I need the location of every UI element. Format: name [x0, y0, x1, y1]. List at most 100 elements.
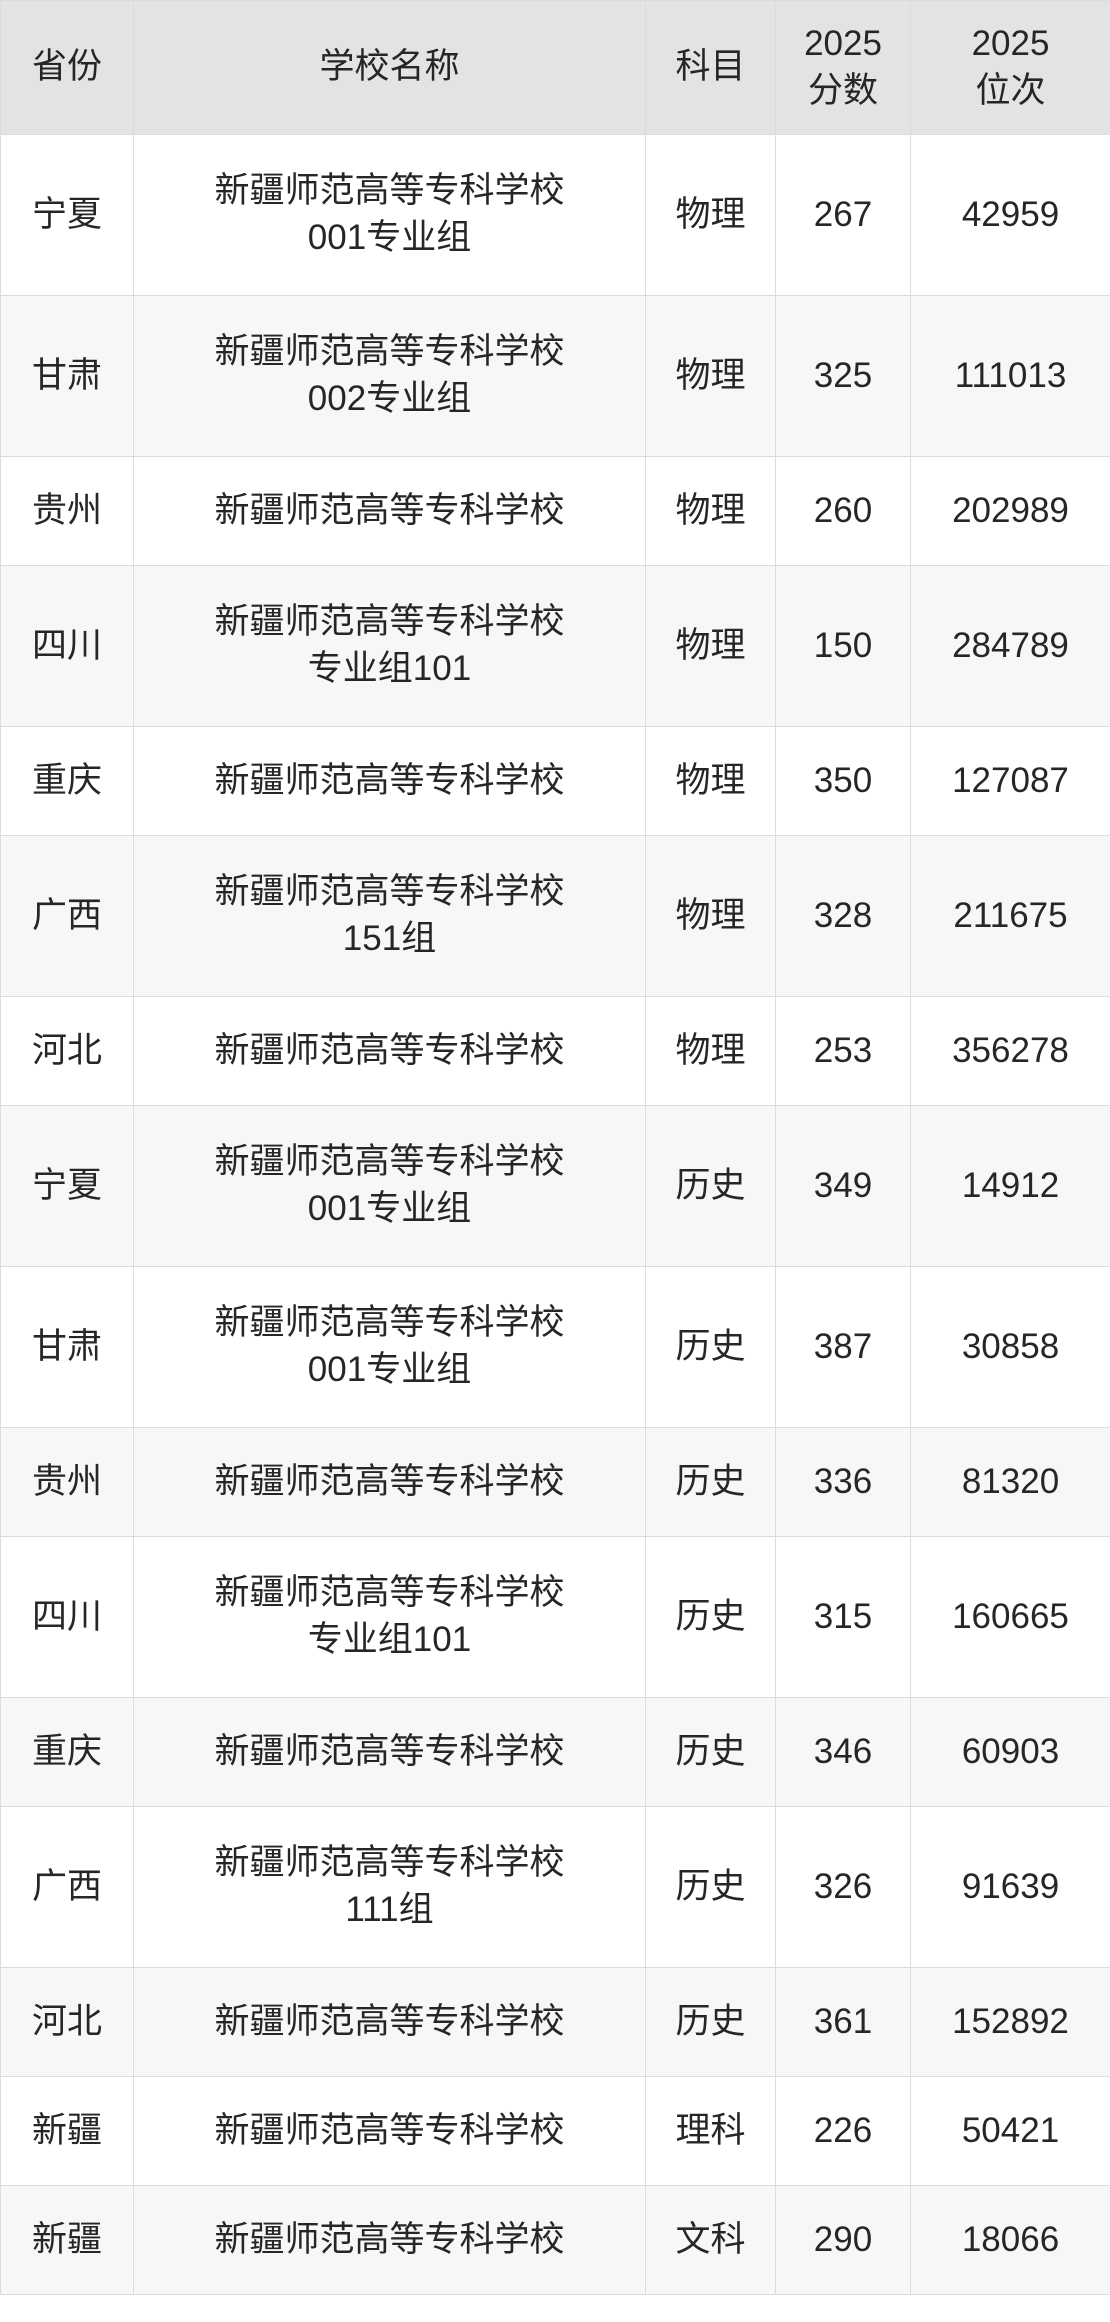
cell-subject: 历史: [645, 1806, 776, 1968]
cell-school-name: 新疆师范高等专科学校 002专业组: [133, 295, 646, 457]
cell-score-2025: 387: [775, 1266, 911, 1428]
cell-score-2025: 315: [775, 1536, 911, 1698]
column-header-line: 科目: [675, 47, 746, 87]
cell-rank-2025: 284789: [910, 565, 1110, 727]
cell-rank-2025: 356278: [910, 996, 1110, 1106]
cell-subject: 文科: [645, 2185, 776, 2295]
cell-score-2025: 325: [775, 295, 911, 457]
cell-province: 河北: [0, 996, 134, 1106]
column-header-subject[interactable]: 科目: [645, 0, 776, 135]
cell-school-name: 新疆师范高等专科学校: [133, 2185, 646, 2295]
cell-subject: 历史: [645, 1536, 776, 1698]
table-row[interactable]: 重庆 新疆师范高等专科学校 历史 346 60903: [0, 1697, 1110, 1807]
cell-subject: 历史: [645, 1697, 776, 1807]
cell-rank-2025: 211675: [910, 835, 1110, 997]
cell-score-2025: 226: [775, 2076, 911, 2186]
table-row[interactable]: 重庆 新疆师范高等专科学校 物理 350 127087: [0, 726, 1110, 836]
cell-school-name: 新疆师范高等专科学校: [133, 726, 646, 836]
school-name-line: 新疆师范高等专科学校: [214, 490, 565, 530]
school-name-line: 001专业组: [307, 1189, 472, 1228]
cell-province: 四川: [0, 565, 134, 727]
table-row[interactable]: 四川 新疆师范高等专科学校 专业组101 物理 150 284789: [0, 565, 1110, 727]
cell-province: 重庆: [0, 1697, 134, 1807]
cell-school-name: 新疆师范高等专科学校 001专业组: [133, 134, 646, 296]
table-row[interactable]: 河北 新疆师范高等专科学校 物理 253 356278: [0, 996, 1110, 1106]
cell-province: 宁夏: [0, 1105, 134, 1267]
cell-rank-2025: 50421: [910, 2076, 1110, 2186]
school-name-line: 新疆师范高等专科学校: [214, 1461, 565, 1501]
school-name-line: 新疆师范高等专科学校: [214, 2110, 565, 2150]
column-header-line: 2025: [971, 23, 1050, 63]
cell-province: 河北: [0, 1967, 134, 2077]
column-header-line: 分数: [807, 70, 878, 110]
column-header-line: 学校名称: [319, 47, 460, 87]
cell-province: 甘肃: [0, 1266, 134, 1428]
table-header: 省份 学校名称 科目 2025 分数 2025 位次: [0, 0, 1110, 135]
table-row[interactable]: 贵州 新疆师范高等专科学校 物理 260 202989: [0, 456, 1110, 566]
school-name-line: 新疆师范高等专科学校: [214, 1142, 565, 1182]
cell-score-2025: 336: [775, 1427, 911, 1537]
cell-rank-2025: 152892: [910, 1967, 1110, 2077]
cell-subject: 历史: [645, 1266, 776, 1428]
cell-score-2025: 326: [775, 1806, 911, 1968]
cell-score-2025: 328: [775, 835, 911, 997]
school-name-line: 专业组101: [307, 1620, 472, 1659]
table-row[interactable]: 广西 新疆师范高等专科学校 111组 历史 326 91639: [0, 1806, 1110, 1968]
school-name-line: 新疆师范高等专科学校: [214, 1303, 565, 1343]
cell-rank-2025: 127087: [910, 726, 1110, 836]
cell-province: 广西: [0, 1806, 134, 1968]
cell-school-name: 新疆师范高等专科学校 151组: [133, 835, 646, 997]
table-row[interactable]: 四川 新疆师范高等专科学校 专业组101 历史 315 160665: [0, 1536, 1110, 1698]
table-row[interactable]: 甘肃 新疆师范高等专科学校 001专业组 历史 387 30858: [0, 1266, 1110, 1428]
school-name-line: 新疆师范高等专科学校: [214, 2219, 565, 2259]
table-row[interactable]: 河北 新疆师范高等专科学校 历史 361 152892: [0, 1967, 1110, 2077]
school-name-line: 专业组101: [307, 649, 472, 688]
cell-rank-2025: 202989: [910, 456, 1110, 566]
table-row[interactable]: 宁夏 新疆师范高等专科学校 001专业组 历史 349 14912: [0, 1105, 1110, 1267]
cell-score-2025: 150: [775, 565, 911, 727]
table-row[interactable]: 宁夏 新疆师范高等专科学校 001专业组 物理 267 42959: [0, 134, 1110, 296]
school-name-line: 新疆师范高等专科学校: [214, 1731, 565, 1771]
column-header-score[interactable]: 2025 分数: [775, 0, 911, 135]
cell-school-name: 新疆师范高等专科学校: [133, 1967, 646, 2077]
table-row[interactable]: 新疆 新疆师范高等专科学校 文科 290 18066: [0, 2185, 1110, 2295]
cell-subject: 物理: [645, 295, 776, 457]
cell-rank-2025: 14912: [910, 1105, 1110, 1267]
column-header-province[interactable]: 省份: [0, 0, 134, 135]
table-row[interactable]: 甘肃 新疆师范高等专科学校 002专业组 物理 325 111013: [0, 295, 1110, 457]
cell-rank-2025: 111013: [910, 295, 1110, 457]
cell-rank-2025: 18066: [910, 2185, 1110, 2295]
cell-subject: 历史: [645, 1427, 776, 1537]
cell-subject: 历史: [645, 1967, 776, 2077]
cell-school-name: 新疆师范高等专科学校: [133, 1697, 646, 1807]
cell-province: 甘肃: [0, 295, 134, 457]
cell-province: 广西: [0, 835, 134, 997]
cell-school-name: 新疆师范高等专科学校: [133, 996, 646, 1106]
table-row[interactable]: 贵州 新疆师范高等专科学校 历史 336 81320: [0, 1427, 1110, 1537]
school-name-line: 新疆师范高等专科学校: [214, 332, 565, 372]
cell-subject: 物理: [645, 726, 776, 836]
cell-rank-2025: 60903: [910, 1697, 1110, 1807]
cell-school-name: 新疆师范高等专科学校 专业组101: [133, 1536, 646, 1698]
cell-score-2025: 290: [775, 2185, 911, 2295]
cell-subject: 物理: [645, 134, 776, 296]
cell-score-2025: 349: [775, 1105, 911, 1267]
table-row[interactable]: 新疆 新疆师范高等专科学校 理科 226 50421: [0, 2076, 1110, 2186]
cell-school-name: 新疆师范高等专科学校: [133, 2076, 646, 2186]
school-name-line: 新疆师范高等专科学校: [214, 2001, 565, 2041]
column-header-rank[interactable]: 2025 位次: [910, 0, 1110, 135]
cell-rank-2025: 81320: [910, 1427, 1110, 1537]
cell-rank-2025: 30858: [910, 1266, 1110, 1428]
column-header-line: 2025: [804, 23, 882, 63]
cell-province: 贵州: [0, 1427, 134, 1537]
cell-score-2025: 361: [775, 1967, 911, 2077]
cell-score-2025: 253: [775, 996, 911, 1106]
column-header-school[interactable]: 学校名称: [133, 0, 646, 135]
cell-rank-2025: 91639: [910, 1806, 1110, 1968]
school-name-line: 新疆师范高等专科学校: [214, 602, 565, 642]
school-name-line: 新疆师范高等专科学校: [214, 1843, 565, 1883]
school-name-line: 新疆师范高等专科学校: [214, 1030, 565, 1070]
cell-rank-2025: 42959: [910, 134, 1110, 296]
table-row[interactable]: 广西 新疆师范高等专科学校 151组 物理 328 211675: [0, 835, 1110, 997]
